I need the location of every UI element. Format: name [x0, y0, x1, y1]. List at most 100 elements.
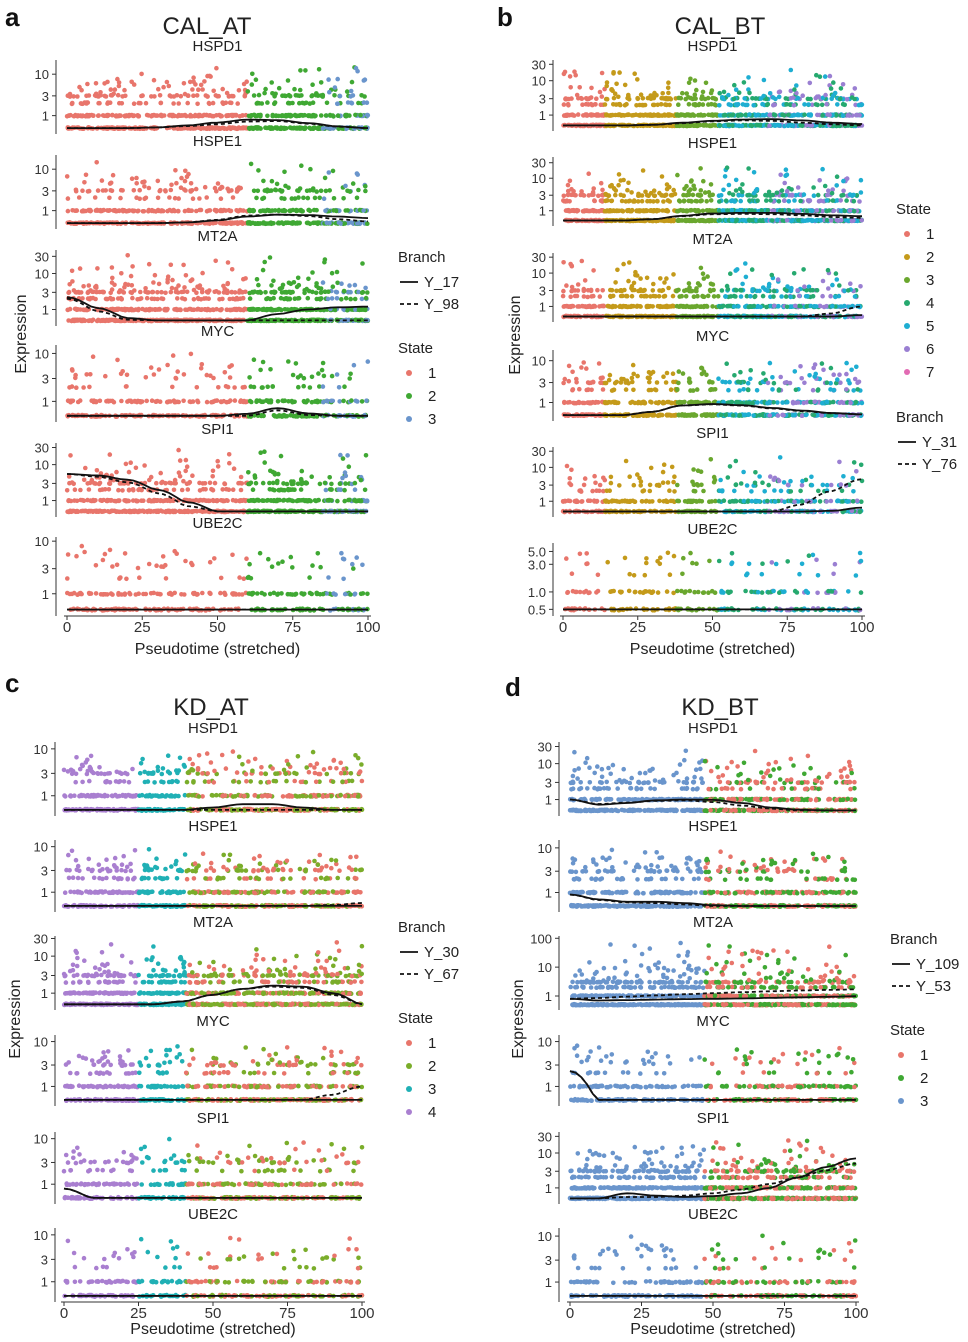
data-point	[604, 83, 609, 89]
data-point	[681, 123, 686, 129]
data-point	[119, 398, 124, 404]
data-point	[572, 69, 577, 74]
data-point	[808, 96, 813, 102]
data-point	[321, 373, 327, 379]
data-point	[234, 126, 240, 132]
data-point	[739, 112, 744, 118]
data-point	[151, 372, 157, 377]
data-point	[750, 96, 755, 101]
data-point	[93, 498, 98, 503]
data-point	[245, 89, 251, 94]
data-point	[145, 290, 150, 295]
panel-letter: a	[5, 2, 20, 32]
data-point	[261, 413, 266, 419]
data-point	[94, 318, 100, 324]
data-point	[344, 89, 350, 94]
data-point	[93, 208, 99, 213]
data-point	[191, 297, 197, 302]
data-point	[241, 576, 247, 581]
data-point	[76, 195, 82, 200]
points	[561, 67, 865, 129]
data-point	[182, 285, 187, 290]
data-point	[82, 180, 87, 185]
data-point	[218, 575, 224, 581]
data-point	[158, 187, 163, 193]
data-point	[574, 209, 580, 214]
data-point	[660, 91, 665, 96]
data-point	[244, 556, 249, 561]
data-point	[289, 125, 295, 131]
data-point	[342, 384, 347, 390]
data-point	[155, 398, 160, 404]
data-point	[135, 297, 140, 302]
data-point	[230, 487, 236, 493]
data-point	[667, 102, 672, 108]
data-point	[248, 384, 254, 389]
data-point	[70, 279, 75, 284]
data-point	[299, 163, 304, 168]
data-point	[340, 475, 345, 481]
data-point	[181, 398, 186, 404]
data-point	[211, 125, 216, 131]
data-point	[338, 452, 343, 458]
data-point	[676, 102, 681, 107]
data-point	[155, 178, 161, 184]
data-point	[586, 102, 591, 107]
data-point	[77, 266, 83, 271]
data-point	[292, 86, 297, 92]
data-point	[276, 561, 281, 566]
data-point	[263, 86, 268, 92]
data-point	[268, 126, 273, 131]
data-point	[93, 91, 99, 97]
data-point	[84, 113, 90, 119]
data-point	[97, 289, 102, 295]
data-point	[74, 498, 80, 504]
data-point	[146, 561, 152, 567]
data-point	[172, 590, 177, 596]
data-point	[214, 208, 219, 213]
data-point	[183, 457, 189, 463]
data-point	[81, 477, 87, 483]
data-point	[227, 460, 232, 466]
data-point	[575, 112, 581, 117]
data-point	[329, 373, 335, 379]
data-point	[135, 565, 141, 571]
data-point	[571, 188, 576, 194]
data-point	[267, 255, 273, 260]
data-point	[96, 100, 101, 106]
legend-branch-label: Y_17	[424, 274, 459, 291]
data-point	[280, 398, 285, 404]
data-point	[767, 123, 772, 128]
facet-title: MT2A	[197, 228, 237, 245]
data-point	[574, 92, 580, 98]
data-point	[686, 102, 692, 107]
data-point	[214, 65, 219, 71]
data-point	[193, 186, 199, 192]
data-point	[156, 281, 162, 287]
data-point	[257, 550, 263, 556]
facet-title: HSPE1	[193, 133, 242, 150]
data-point	[337, 481, 343, 487]
data-point	[120, 94, 125, 99]
data-point	[158, 100, 163, 106]
data-point	[287, 208, 293, 214]
data-point	[179, 592, 184, 597]
data-point	[343, 296, 349, 301]
data-point	[359, 399, 365, 404]
data-point	[342, 221, 348, 226]
data-point	[75, 399, 81, 405]
data-point	[274, 181, 280, 187]
y-axis-label: Expression	[13, 294, 30, 373]
data-point	[565, 101, 571, 107]
data-point	[632, 71, 637, 76]
data-point	[232, 398, 238, 403]
data-point	[693, 96, 698, 101]
data-point	[327, 475, 333, 480]
data-point	[857, 112, 862, 118]
data-point	[348, 94, 354, 99]
data-point	[114, 469, 119, 475]
data-point	[174, 306, 179, 312]
data-point	[264, 296, 269, 302]
data-point	[211, 88, 216, 94]
